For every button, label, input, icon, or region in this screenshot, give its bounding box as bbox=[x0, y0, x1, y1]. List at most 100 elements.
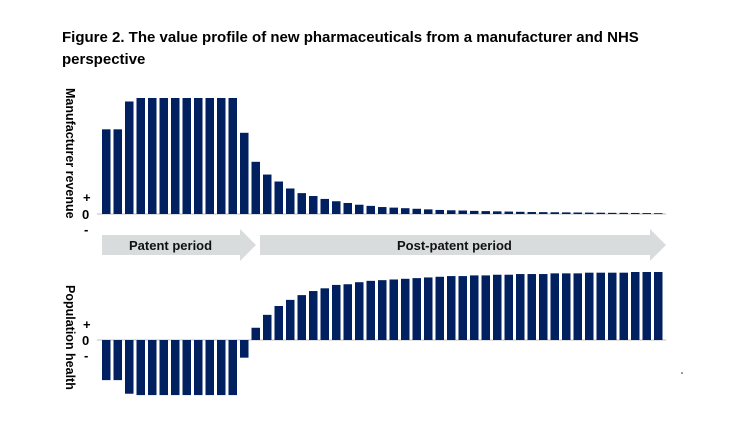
bar-revenue-5 bbox=[159, 98, 168, 214]
bar-health-42 bbox=[585, 272, 594, 340]
tick-minus-top: - bbox=[84, 222, 88, 237]
bar-revenue-19 bbox=[320, 198, 329, 214]
bar-health-24 bbox=[378, 280, 387, 340]
bar-revenue-17 bbox=[297, 193, 306, 214]
bar-revenue-36 bbox=[516, 211, 525, 214]
bar-health-11 bbox=[228, 340, 237, 396]
bar-health-44 bbox=[608, 272, 617, 340]
tick-plus-top: + bbox=[83, 190, 91, 205]
bar-revenue-39 bbox=[550, 212, 559, 214]
bar-health-25 bbox=[389, 279, 398, 340]
y-label-health: Population health bbox=[63, 285, 77, 390]
bar-health-9 bbox=[205, 340, 214, 396]
bar-revenue-18 bbox=[309, 196, 318, 214]
bar-health-48 bbox=[654, 272, 663, 340]
stray-dot bbox=[681, 372, 683, 374]
bar-health-40 bbox=[562, 273, 571, 340]
bar-revenue-37 bbox=[527, 212, 536, 214]
bar-health-12 bbox=[240, 340, 249, 358]
bar-revenue-8 bbox=[194, 98, 203, 214]
bar-health-41 bbox=[573, 273, 582, 340]
post-patent-period-label: Post-patent period bbox=[397, 238, 512, 253]
bar-health-5 bbox=[159, 340, 168, 396]
bar-health-37 bbox=[527, 274, 536, 340]
bar-health-39 bbox=[550, 273, 559, 340]
bar-health-2 bbox=[125, 340, 134, 394]
bar-revenue-48 bbox=[654, 213, 663, 214]
bar-revenue-35 bbox=[504, 211, 513, 214]
bar-revenue-30 bbox=[447, 210, 456, 214]
bar-health-30 bbox=[447, 276, 456, 340]
bar-revenue-25 bbox=[389, 207, 398, 214]
bar-health-6 bbox=[171, 340, 180, 396]
bar-health-23 bbox=[366, 280, 375, 340]
bar-health-17 bbox=[297, 295, 306, 340]
bar-revenue-0 bbox=[102, 129, 111, 214]
bar-health-32 bbox=[470, 275, 479, 340]
bar-revenue-29 bbox=[435, 209, 444, 214]
bar-revenue-7 bbox=[182, 98, 191, 214]
bar-health-8 bbox=[194, 340, 203, 396]
bar-revenue-4 bbox=[148, 98, 157, 214]
tick-plus-bottom: + bbox=[83, 317, 91, 332]
bar-revenue-23 bbox=[366, 205, 375, 214]
bar-revenue-15 bbox=[274, 181, 283, 214]
bar-revenue-28 bbox=[424, 209, 433, 214]
post-patent-period-arrow bbox=[260, 229, 666, 261]
patent-period-arrow bbox=[102, 229, 256, 261]
bar-revenue-32 bbox=[470, 210, 479, 214]
bar-revenue-2 bbox=[125, 101, 134, 214]
bar-health-27 bbox=[412, 278, 421, 340]
bar-revenue-11 bbox=[228, 98, 237, 214]
bar-health-18 bbox=[309, 291, 318, 340]
bar-health-31 bbox=[458, 276, 467, 340]
bar-health-46 bbox=[631, 272, 640, 340]
bar-health-34 bbox=[493, 274, 502, 340]
bar-revenue-34 bbox=[493, 211, 502, 214]
bar-health-3 bbox=[136, 340, 145, 396]
patent-period-label: Patent period bbox=[129, 238, 212, 253]
y-label-revenue: Manufacturer revenue bbox=[63, 88, 77, 219]
figure-title: Figure 2. The value profile of new pharm… bbox=[62, 29, 639, 68]
bar-revenue-33 bbox=[481, 211, 490, 214]
bar-revenue-43 bbox=[596, 212, 605, 214]
bar-revenue-14 bbox=[263, 174, 272, 214]
bar-health-4 bbox=[148, 340, 157, 396]
bar-revenue-12 bbox=[240, 132, 249, 214]
bar-revenue-45 bbox=[619, 212, 628, 214]
bar-health-1 bbox=[113, 340, 122, 381]
bar-revenue-38 bbox=[539, 212, 548, 214]
bar-health-20 bbox=[332, 284, 341, 340]
bar-revenue-47 bbox=[642, 213, 651, 214]
bar-revenue-31 bbox=[458, 210, 467, 214]
bar-health-16 bbox=[286, 299, 295, 340]
bar-revenue-44 bbox=[608, 212, 617, 214]
bar-revenue-42 bbox=[585, 212, 594, 214]
tick-zero-top: 0 bbox=[82, 207, 89, 222]
bar-health-47 bbox=[642, 272, 651, 340]
bar-revenue-46 bbox=[631, 212, 640, 214]
bar-revenue-20 bbox=[332, 201, 341, 214]
bar-health-22 bbox=[355, 282, 364, 340]
bar-revenue-1 bbox=[113, 129, 122, 214]
bar-revenue-41 bbox=[573, 212, 582, 214]
tick-minus-bottom: - bbox=[84, 348, 88, 363]
bar-health-26 bbox=[401, 278, 410, 340]
bar-health-36 bbox=[516, 274, 525, 340]
bar-revenue-10 bbox=[217, 98, 226, 214]
bar-revenue-40 bbox=[562, 212, 571, 214]
tick-zero-bottom: 0 bbox=[82, 333, 89, 348]
bar-revenue-3 bbox=[136, 98, 145, 214]
bar-health-33 bbox=[481, 275, 490, 340]
bar-revenue-13 bbox=[251, 161, 260, 214]
bar-revenue-24 bbox=[378, 207, 387, 214]
bar-health-0 bbox=[102, 340, 111, 381]
bar-revenue-21 bbox=[343, 202, 352, 214]
bar-revenue-16 bbox=[286, 188, 295, 214]
bar-health-38 bbox=[539, 274, 548, 340]
bar-revenue-26 bbox=[401, 208, 410, 214]
bar-health-19 bbox=[320, 288, 329, 340]
bar-health-35 bbox=[504, 274, 513, 340]
bar-health-15 bbox=[274, 306, 283, 340]
